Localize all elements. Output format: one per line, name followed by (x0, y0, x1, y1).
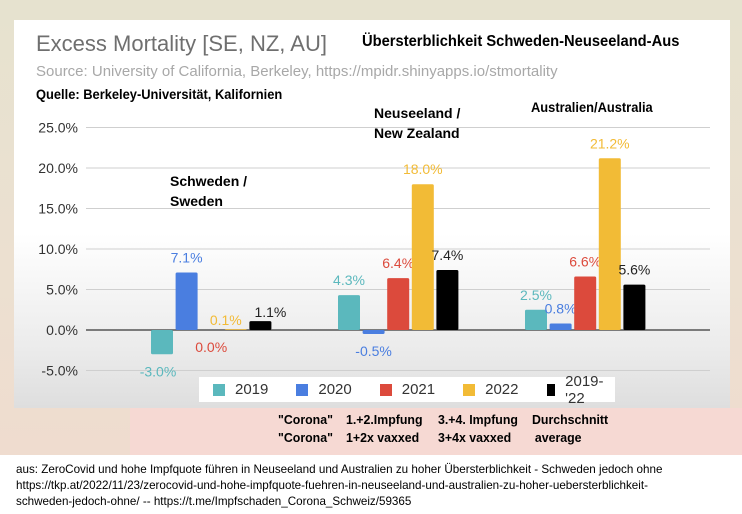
chart-source-german: Quelle: Berkeley-Universität, Kalifornie… (36, 86, 283, 102)
data-label: 6.6% (569, 254, 601, 270)
legend-label: 2019-'22 (565, 372, 604, 407)
note-text: average (534, 430, 582, 445)
legend-label: 2022 (485, 381, 519, 398)
bar-2022-sweden (224, 329, 247, 330)
note-col-3: 3.+4. Impfung 3+4x vaxxed (438, 411, 518, 447)
legend-item-2022: 2022 (463, 381, 519, 398)
group-label-line: New Zealand (374, 125, 460, 141)
y-tick-label: 10.0% (38, 241, 78, 257)
legend-swatch (296, 383, 309, 396)
note-text: 3+4x vaxxed (438, 430, 512, 445)
bar-2020-australia (549, 323, 572, 330)
notes-background (130, 408, 742, 455)
data-label: -3.0% (140, 363, 177, 379)
y-tick-label: 5.0% (46, 282, 78, 298)
data-label: 1.1% (254, 304, 286, 320)
bar-2019-new-zealand (338, 295, 360, 330)
y-tick-label: -5.0% (41, 363, 78, 379)
legend-label: 2019 (235, 381, 269, 398)
data-label: 4.3% (333, 272, 365, 288)
note-text: 3.+4. Impfung (438, 412, 518, 427)
group-label-line: Australien/Australia (531, 99, 653, 115)
data-label: 5.6% (618, 262, 650, 278)
data-label: 0.8% (545, 301, 577, 317)
chart-title: Excess Mortality [SE, NZ, AU] (36, 31, 327, 56)
data-label: 2.5% (520, 287, 552, 303)
legend: 2019 2020 2021 2022 2019-'22 (199, 373, 615, 407)
group-label-line: Schweden / (170, 173, 248, 189)
group-label-australia: Australien/Australia (531, 97, 653, 117)
data-label: -0.5% (355, 343, 392, 359)
note-col-4: Durchschnitt average (532, 411, 608, 447)
bar-2021-new-zealand (387, 278, 410, 330)
legend-label: 2020 (318, 381, 352, 398)
legend-swatch (546, 383, 556, 396)
group-label-sweden: Schweden / Sweden (170, 171, 247, 211)
legend-swatch (213, 383, 225, 396)
note-col-1: "Corona" "Corona" (278, 411, 333, 447)
bar-2019-'22-australia (623, 284, 646, 330)
note-text: 1.+2.Impfung (346, 412, 423, 427)
bar-2022-new-zealand (411, 184, 434, 330)
group-label-new-zealand: Neuseeland / New Zealand (374, 103, 460, 143)
legend-item-2021: 2021 (379, 381, 436, 398)
data-label: 7.1% (171, 249, 203, 265)
group-label-line: Sweden (170, 193, 223, 209)
y-tick-label: 25.0% (38, 120, 78, 136)
group-label-line: Neuseeland / (374, 105, 461, 121)
legend-swatch (379, 383, 392, 396)
bar-2020-new-zealand (362, 330, 385, 335)
caption-line: schweden-jedoch-ohne/ -- https://t.me/Im… (16, 494, 412, 508)
data-label: 21.2% (590, 135, 630, 151)
caption-line: https://tkp.at/2022/11/23/zerocovid-und-… (16, 478, 648, 492)
note-text: Durchschnitt (532, 412, 609, 427)
bar-2019-australia (525, 309, 547, 330)
legend-item-average: 2019-'22 (546, 372, 607, 407)
data-label: 6.4% (382, 255, 414, 271)
data-label: 0.1% (210, 312, 242, 328)
note-text: "Corona" (278, 430, 333, 445)
note-text: "Corona" (278, 412, 333, 427)
legend-item-2020: 2020 (296, 381, 352, 398)
caption: aus: ZeroCovid und hohe Impfquote führen… (16, 461, 714, 509)
data-label: 7.4% (431, 247, 463, 263)
y-tick-label: 0.0% (46, 322, 78, 338)
legend-item-2019: 2019 (213, 381, 268, 398)
y-tick-label: 20.0% (38, 160, 78, 176)
bar-2019-'22-sweden (249, 321, 272, 330)
y-tick-label: 15.0% (38, 201, 78, 217)
caption-line: aus: ZeroCovid und hohe Impfquote führen… (16, 462, 663, 476)
bar-2022-australia (598, 158, 621, 330)
legend-label: 2021 (401, 381, 436, 398)
legend-swatch (463, 383, 476, 396)
bar-2020-sweden (175, 272, 198, 330)
bar-2021-australia (574, 276, 597, 330)
note-text: 1+2x vaxxed (346, 430, 420, 445)
note-col-2: 1.+2.Impfung 1+2x vaxxed (346, 411, 423, 447)
bar-2019-sweden (151, 330, 173, 355)
chart-source: Source: University of California, Berkel… (36, 63, 558, 80)
bar-2019-'22-new-zealand (436, 270, 459, 330)
chart-title-german: Übersterblichkeit Schweden-Neuseeland-Au… (362, 33, 680, 50)
data-label: 0.0% (195, 339, 227, 355)
data-label: 18.0% (403, 161, 443, 177)
